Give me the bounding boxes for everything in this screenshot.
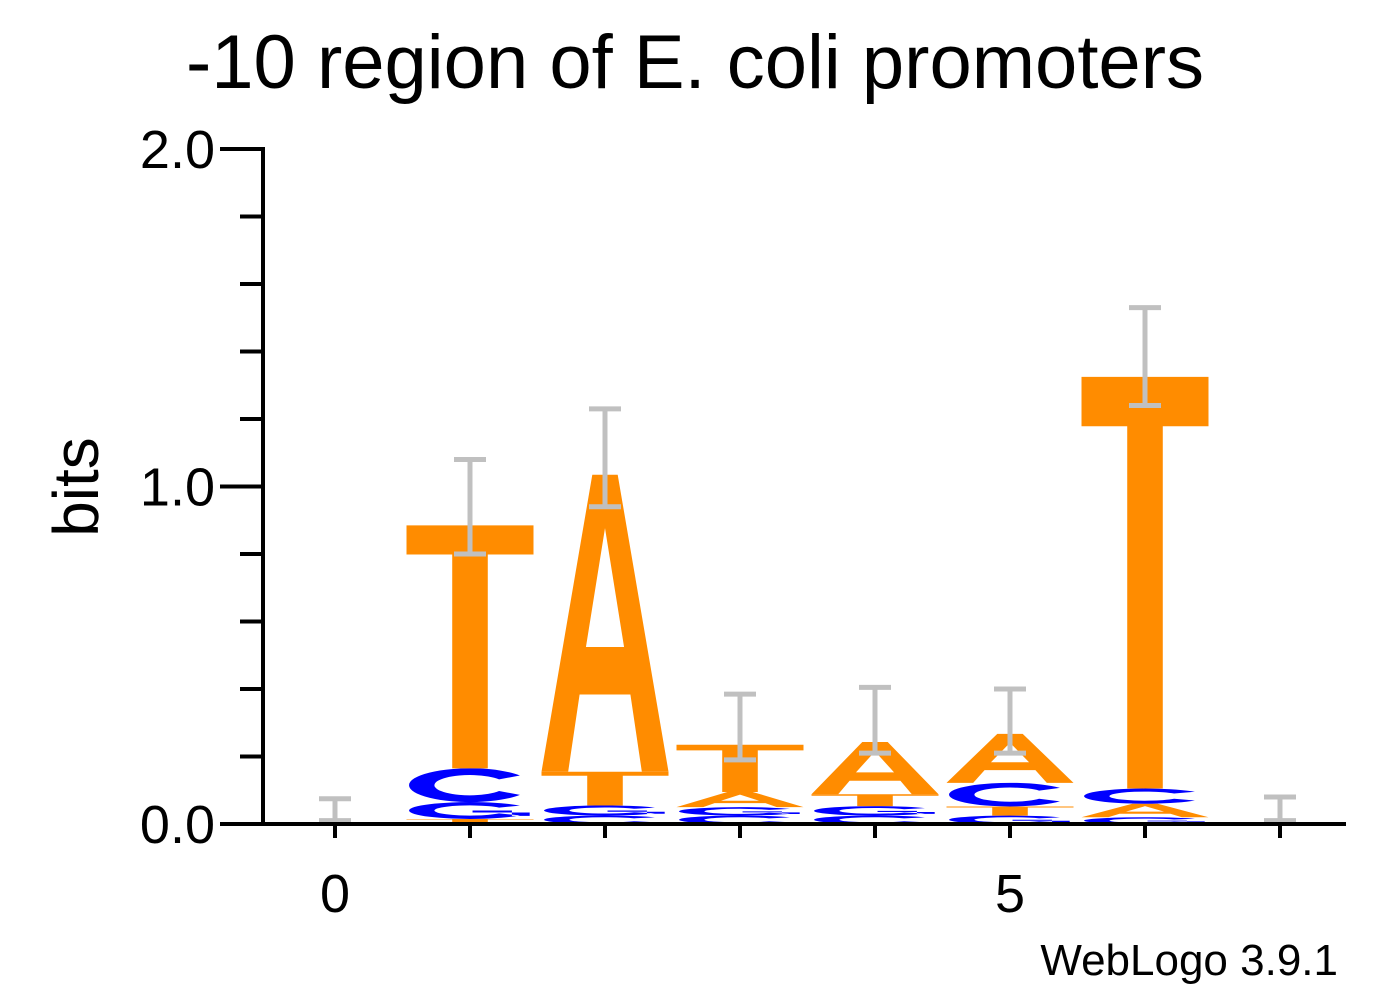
letter-stacks: [406, 376, 1330, 824]
letter-c: [679, 815, 790, 824]
letter-t: [541, 771, 669, 806]
letter-t: [811, 794, 939, 807]
x-tick-label: 5: [995, 864, 1025, 924]
letter-a: [541, 474, 669, 772]
y-tick-label: 2.0: [140, 120, 215, 180]
letter-g: [409, 802, 530, 819]
letter-c: [409, 768, 520, 803]
letter-t: [406, 818, 534, 824]
letter-a: [946, 733, 1074, 783]
letter-c: [1084, 788, 1195, 804]
letter-g: [949, 815, 1070, 824]
letter-a: [811, 741, 939, 795]
letter-c: [544, 815, 655, 824]
letter-t: [676, 744, 804, 792]
letter-g: [679, 807, 800, 816]
letter-t: [946, 806, 1074, 816]
y-axis-label: bits: [40, 437, 112, 537]
letter-g: [814, 806, 935, 816]
y-tick-label: 0.0: [140, 795, 215, 855]
letter-c: [949, 782, 1060, 807]
x-tick-label: 0: [320, 864, 350, 924]
error-bars: [319, 305, 1296, 824]
weblogo-version: WebLogo 3.9.1: [1040, 936, 1338, 985]
letter-a: [676, 791, 804, 808]
letter-t: [406, 525, 534, 769]
chart-title: -10 region of E. coli promoters: [186, 20, 1204, 105]
letter-a: [1081, 803, 1209, 818]
letter-t: [1081, 376, 1209, 789]
letter-g: [544, 805, 665, 816]
letter-c: [814, 815, 925, 824]
axes: 0.0 1.0 2.0 0 5: [140, 120, 1346, 924]
y-tick-label: 1.0: [140, 458, 215, 518]
